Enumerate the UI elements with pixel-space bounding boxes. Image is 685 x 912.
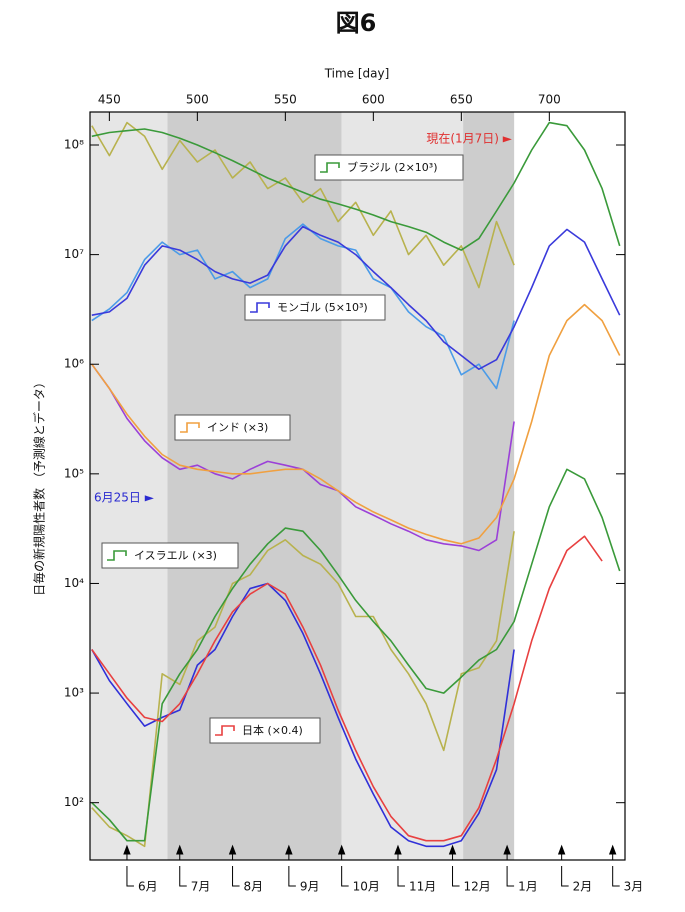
data-line [91, 121, 515, 289]
model-line [91, 535, 603, 842]
x-axis-title: Time [day] [324, 67, 390, 81]
month-label: 12月 [464, 880, 491, 894]
month-label: 10月 [353, 880, 380, 894]
legend-swatch [215, 725, 235, 736]
month-arrow [448, 844, 457, 860]
legend-swatch [320, 162, 340, 173]
data-line [91, 223, 515, 390]
month-tick [232, 866, 240, 887]
month-label: 7月 [191, 880, 211, 894]
month-label: 9月 [300, 880, 320, 894]
month-arrow [557, 844, 566, 860]
legend-box [209, 717, 321, 744]
legend-label: ブラジル (2×10³) [347, 160, 437, 174]
model-line [91, 225, 621, 370]
y-axis-title: 日毎の新規陽性者数 （予測線とデータ） [32, 376, 47, 596]
legend-label: インド (×3) [207, 421, 268, 434]
y-tick-label: 10⁵ [64, 466, 84, 480]
y-tick-label: 10⁷ [64, 247, 84, 261]
legend-box [174, 414, 291, 441]
shaded-region [463, 112, 515, 860]
y-tick-label: 10² [64, 795, 84, 809]
x-tick-label: 500 [186, 93, 209, 107]
shaded-region [167, 112, 342, 860]
legend-label: モンゴル (5×10³) [277, 300, 368, 314]
month-label: 2月 [573, 880, 593, 894]
shaded-region [90, 112, 168, 860]
month-tick [126, 866, 134, 887]
chart-title: 図6 [336, 9, 377, 37]
month-label: 3月 [624, 880, 644, 894]
legend-label: 日本 (×0.4) [242, 723, 303, 737]
shaded-region [341, 112, 464, 860]
month-arrow [285, 844, 293, 860]
x-tick-label: 700 [538, 93, 561, 107]
model-line [91, 303, 621, 545]
legend-swatch [180, 422, 200, 433]
x-tick-label: 650 [450, 93, 473, 107]
x-tick-label: 550 [274, 93, 297, 107]
month-tick [561, 866, 569, 887]
lines [91, 121, 621, 848]
month-arrow [394, 844, 402, 860]
annotation: 6月25日 ► [94, 491, 155, 505]
month-tick [452, 866, 460, 887]
month-tick [179, 866, 187, 887]
y-tick-label: 10⁶ [64, 357, 84, 371]
y-tick-label: 10³ [64, 686, 84, 700]
model-line [91, 121, 621, 251]
data-line [91, 582, 515, 848]
model-line [91, 468, 621, 842]
month-tick [397, 866, 405, 887]
month-tick [506, 866, 515, 887]
month-tick [341, 866, 349, 887]
month-arrow [608, 844, 617, 860]
y-tick-label: 10⁴ [64, 576, 84, 590]
month-label: 1月 [518, 880, 538, 894]
data-line [91, 531, 515, 848]
month-label: 11月 [409, 880, 436, 894]
month-arrow [503, 844, 511, 860]
legend-swatch [107, 550, 127, 561]
month-arrow [228, 844, 237, 860]
legend-box [101, 542, 239, 569]
axes: 450 500 550 600 650 700 10² 10³ 10⁴ 10⁵ 10⁶ 10⁷ 10⁸ 6… [64, 93, 643, 894]
annotation: 現在(1月7日) ► [426, 132, 512, 146]
x-tick-label: 600 [362, 93, 385, 107]
month-tick [288, 866, 296, 887]
regions [90, 112, 515, 860]
legend-swatch [250, 302, 270, 313]
month-label: 6月 [138, 880, 158, 894]
month-label: 8月 [244, 880, 264, 894]
month-arrow [123, 844, 131, 860]
month-arrow [337, 844, 346, 860]
x-tick-label: 450 [98, 93, 121, 107]
month-tick [612, 866, 620, 887]
plot-frame [89, 111, 626, 861]
month-arrow [176, 844, 184, 860]
y-tick-label: 10⁸ [64, 137, 84, 151]
legend-label: イスラエル (×3) [134, 549, 217, 562]
